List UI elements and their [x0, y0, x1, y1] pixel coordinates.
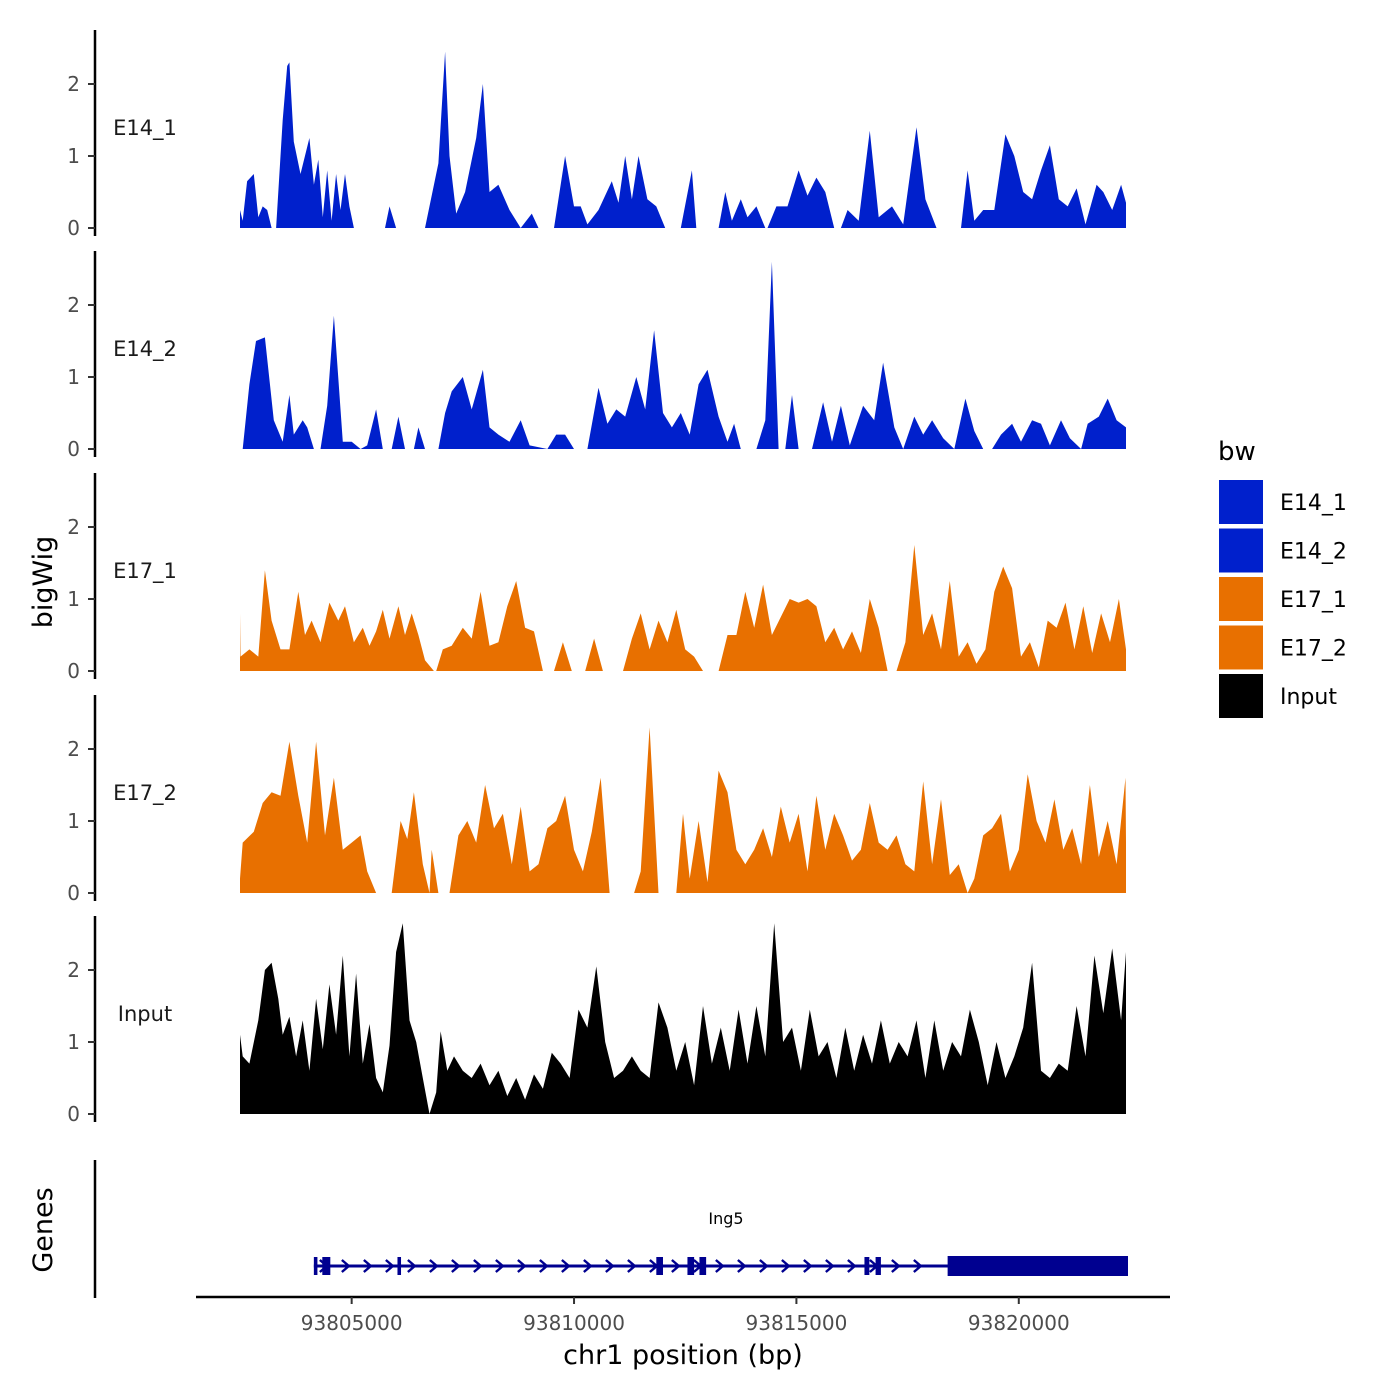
gene-strand-arrow: [495, 1259, 505, 1273]
gene-strand-arrow: [451, 1259, 461, 1273]
gene-strand-arrow: [627, 1259, 637, 1273]
gene-exon: [313, 1257, 318, 1275]
track-label-input: Input: [118, 1002, 172, 1026]
legend-swatch: [1219, 674, 1263, 718]
legend-swatch: [1219, 625, 1263, 670]
y-tick-label-input: 1: [67, 1030, 80, 1054]
gene-strand-arrow: [715, 1259, 725, 1273]
track-label-e17-1: E17_1: [113, 559, 177, 584]
gene-strand-arrow: [891, 1259, 901, 1273]
track-label-e14-1: E14_1: [113, 116, 177, 141]
y-tick-label-e17-2: 1: [67, 809, 80, 833]
gene-exon: [687, 1257, 695, 1275]
y-tick-label-e17-2: 0: [67, 881, 80, 905]
y-tick-label-e17-1: 2: [67, 515, 80, 539]
gene-strand-arrow: [803, 1259, 813, 1273]
gene-exon: [875, 1257, 881, 1275]
gene-strand-arrow: [363, 1259, 373, 1273]
y-tick-label-e14-1: 1: [67, 144, 80, 168]
track-label-e14-2: E14_2: [113, 337, 177, 362]
legend-label: E14_1: [1280, 491, 1347, 516]
gene-strand-arrow: [539, 1259, 549, 1273]
y-tick-label-e17-1: 1: [67, 587, 80, 611]
legend-swatch: [1219, 577, 1263, 621]
track-label-e17-2: E17_2: [113, 781, 177, 806]
gene-exon: [656, 1257, 663, 1275]
gene-exon: [699, 1257, 707, 1275]
x-tick-label: 93810000: [523, 1311, 625, 1335]
gene-strand-arrow: [561, 1259, 571, 1273]
gene-exon: [322, 1257, 331, 1275]
legend-label: Input: [1280, 685, 1337, 710]
y-tick-label-e14-1: 0: [67, 216, 80, 240]
gene-exon: [947, 1256, 1128, 1276]
gene-strand-arrow: [517, 1259, 527, 1273]
gene-strand-arrow: [583, 1259, 593, 1273]
legend-title: bw: [1218, 437, 1256, 467]
y-tick-label-e14-2: 0: [67, 437, 80, 461]
track-area-e17-2: [240, 727, 1126, 893]
genes-track-label: Genes: [28, 1187, 59, 1272]
track-area-e17-1: [240, 545, 1126, 671]
x-tick-label: 93820000: [968, 1311, 1070, 1335]
y-tick-label-input: 0: [67, 1102, 80, 1126]
y-tick-label-e14-1: 2: [67, 72, 80, 96]
gene-strand-arrow: [385, 1259, 395, 1273]
x-tick-label: 93815000: [746, 1311, 848, 1335]
legend-label: E17_1: [1280, 588, 1347, 613]
gene-strand-arrow: [759, 1259, 769, 1273]
gene-strand-arrow: [473, 1259, 483, 1273]
x-tick-label: 93805000: [301, 1311, 403, 1335]
gene-strand-arrow: [737, 1259, 747, 1273]
gene-strand-arrow: [847, 1259, 857, 1273]
y-tick-label-e17-1: 0: [67, 659, 80, 683]
track-area-e14-1: [240, 51, 1126, 228]
gene-strand-arrow: [913, 1259, 923, 1273]
gene-strand-arrow: [407, 1259, 417, 1273]
y-tick-label-input: 2: [67, 958, 80, 982]
legend-label: E14_2: [1280, 540, 1347, 565]
gene-strand-arrow: [605, 1259, 615, 1273]
y-tick-label-e17-2: 2: [67, 737, 80, 761]
track-area-e14-2: [240, 261, 1126, 449]
gene-strand-arrow: [429, 1259, 439, 1273]
legend-label: E17_2: [1280, 637, 1347, 662]
legend-swatch: [1219, 480, 1263, 524]
gene-strand-arrow: [341, 1259, 351, 1273]
track-area-input: [240, 923, 1126, 1114]
y-tick-label-e14-2: 1: [67, 365, 80, 389]
gene-strand-arrow: [825, 1259, 835, 1273]
y-tick-label-e14-2: 2: [67, 293, 80, 317]
y-axis-title: bigWig: [28, 536, 59, 629]
legend-swatch: [1219, 528, 1263, 573]
gene-exon: [397, 1257, 402, 1275]
gene-exon: [864, 1257, 870, 1275]
x-axis-title: chr1 position (bp): [563, 1340, 803, 1371]
gene-strand-arrow: [671, 1259, 681, 1273]
gene-name-label: Ing5: [708, 1209, 743, 1228]
gene-strand-arrow: [781, 1259, 791, 1273]
